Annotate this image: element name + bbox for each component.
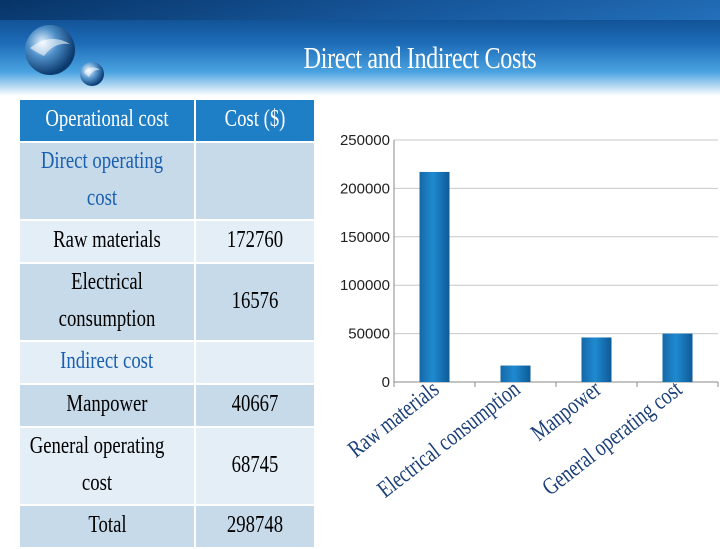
column-header-operational-cost: Operational cost (20, 100, 196, 142)
y-tick-label: 0 (382, 374, 390, 391)
cost-table: Operational cost Cost ($) Direct operati… (20, 100, 314, 549)
cell-value-manpower: 40667 (195, 384, 314, 427)
bar (662, 333, 693, 382)
row-label-manpower: Manpower (20, 384, 196, 427)
x-tick-label-group: Electrical consumption (372, 375, 525, 503)
row-label-raw-materials: Raw materials (20, 220, 196, 263)
table-row: Raw materials 172760 (20, 220, 314, 263)
table-row: Manpower 40667 (20, 384, 314, 427)
y-tick-label: 250000 (340, 132, 390, 149)
cell-value-electrical: 16576 (195, 263, 314, 341)
y-tick-label: 50000 (348, 326, 390, 343)
cell-value (195, 142, 314, 220)
section-label-direct: Direct operating cost (20, 142, 196, 220)
x-tick-label: Electrical consumption (372, 375, 525, 503)
table-header-row: Operational cost Cost ($) (20, 100, 314, 142)
row-label-total: Total (20, 505, 196, 548)
y-tick-label: 150000 (340, 229, 390, 246)
bar (500, 365, 531, 382)
cell-value-total: 298748 (195, 505, 314, 548)
row-label-electrical: Electrical consumption (20, 263, 196, 341)
y-tick-label: 200000 (340, 180, 390, 197)
column-header-cost: Cost ($) (195, 100, 314, 142)
table-row: Electrical consumption 16576 (20, 263, 314, 341)
x-tick-label: General operating cost (537, 375, 687, 500)
row-label-general: General operating cost (20, 427, 196, 505)
bar (581, 337, 612, 382)
cell-value-general: 68745 (195, 427, 314, 505)
x-tick-label-group: General operating cost (537, 375, 687, 500)
slide-header: Direct and Indirect Costs (0, 0, 720, 96)
y-tick-label: 100000 (340, 277, 390, 294)
slide-title: Direct and Indirect Costs (303, 40, 537, 75)
header-band (0, 0, 720, 20)
table-row: Total 298748 (20, 505, 314, 548)
table-row: General operating cost 68745 (20, 427, 314, 505)
bar (419, 171, 450, 382)
cell-value-raw-materials: 172760 (195, 220, 314, 263)
globe-logo-icon (25, 25, 104, 86)
cell-value (195, 341, 314, 384)
section-label-indirect: Indirect cost (20, 341, 196, 384)
table-row: Indirect cost (20, 341, 314, 384)
table-row: Direct operating cost (20, 142, 314, 220)
